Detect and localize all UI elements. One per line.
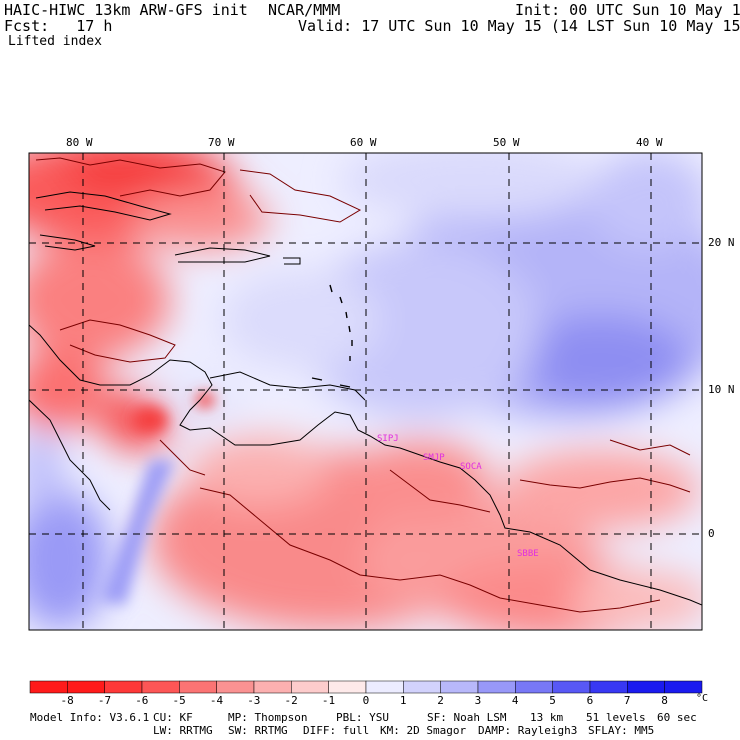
colorbar-box [477,680,516,694]
footer-diff: DIFF: full [303,724,370,737]
colorbar-label: -3 [247,694,261,707]
lon-label-40w: 40 W [636,136,663,149]
colorbar-box [627,680,665,694]
valid-time: Valid: 17 UTC Sun 10 May 15 (14 LST Sun … [298,17,740,35]
colorbar [29,680,703,694]
colorbar-label: -6 [135,694,149,707]
station-label-soca: SOCA [460,462,482,472]
map-frame [28,152,703,631]
colorbar-box [141,680,180,694]
colorbar-label: -8 [60,694,74,707]
colorbar-box [589,680,628,694]
footer-sflay: SFLAY: MM5 [588,724,655,737]
footer-cu: CU: KF [153,711,193,724]
colorbar-box [552,680,591,694]
colorbar-box [253,680,292,694]
colorbar-box [291,680,329,694]
colorbar-box [403,680,441,694]
colorbar-label: 2 [437,694,444,707]
lon-label-60w: 60 W [350,136,377,149]
footer-lw: LW: RRTMG [153,724,213,737]
graticule [29,153,702,630]
colorbar-box [365,680,404,694]
colorbar-label: -2 [284,694,298,707]
colorbar-label: 8 [661,694,668,707]
colorbar-label: -1 [321,694,336,707]
colorbar-label: 0 [362,694,370,707]
colorbar-box [179,680,217,694]
colorbar-box [328,680,367,694]
footer-sf: SF: Noah LSM [427,711,507,724]
init-time: Init: 00 UTC Sun 10 May 15 [515,1,740,19]
footer-pbl: PBL: YSU [336,711,389,724]
colorbar-unit: °C [696,693,709,704]
colorbar-label: 1 [399,694,407,707]
contours [35,157,691,613]
lat-label-20n: 20 N [708,236,735,249]
colorbar-label: -4 [209,694,224,707]
station-label-sipj: SIPJ [377,434,399,444]
lon-label-70w: 70 W [208,136,235,149]
colorbar-label: 6 [586,694,594,707]
colorbar-label: 7 [623,694,631,707]
footer-damp: DAMP: Rayleigh3 [478,724,578,737]
colorbar-box [29,680,68,694]
model-title: HAIC-HIWC 13km ARW-GFS init [4,1,248,19]
station-labels: SIPJ SMJP SOCA SBBE [377,434,539,559]
lon-label-50w: 50 W [493,136,520,149]
lon-label-80w: 80 W [66,136,93,149]
colorbar-box [440,680,479,694]
source-label: NCAR/MMM [268,1,341,19]
footer-mp: MP: Thompson [228,711,308,724]
footer-levels: 51 levels [586,711,646,724]
colorbar-box [216,680,255,694]
lat-label-0: 0 [708,527,715,540]
colorbar-box [104,680,143,694]
footer-sw: SW: RRTMG [228,724,288,737]
colorbar-box [515,680,553,694]
lat-label-10n: 10 N [708,383,735,396]
forecast-hour: Fcst: 17 h [4,17,113,35]
footer-model-info: Model Info: V3.6.1 [30,711,150,724]
colorbar-box [664,680,703,694]
station-label-smjp: SMJP [423,453,445,463]
footer-km: KM: 2D Smagor [380,724,467,737]
colorbar-box [67,680,105,694]
colorbar-label: 5 [549,694,556,707]
colorbar-label: 4 [511,694,519,707]
field-name: Lifted index [8,34,102,49]
antilles [311,284,353,388]
colorbar-label: -5 [172,694,186,707]
station-label-sbbe: SBBE [517,549,539,559]
footer-timestep: 60 sec [657,711,697,724]
colorbar-label: 3 [474,694,482,707]
colorbar-label: -7 [97,694,112,707]
map-field [29,153,702,630]
footer-resolution: 13 km [530,711,564,724]
